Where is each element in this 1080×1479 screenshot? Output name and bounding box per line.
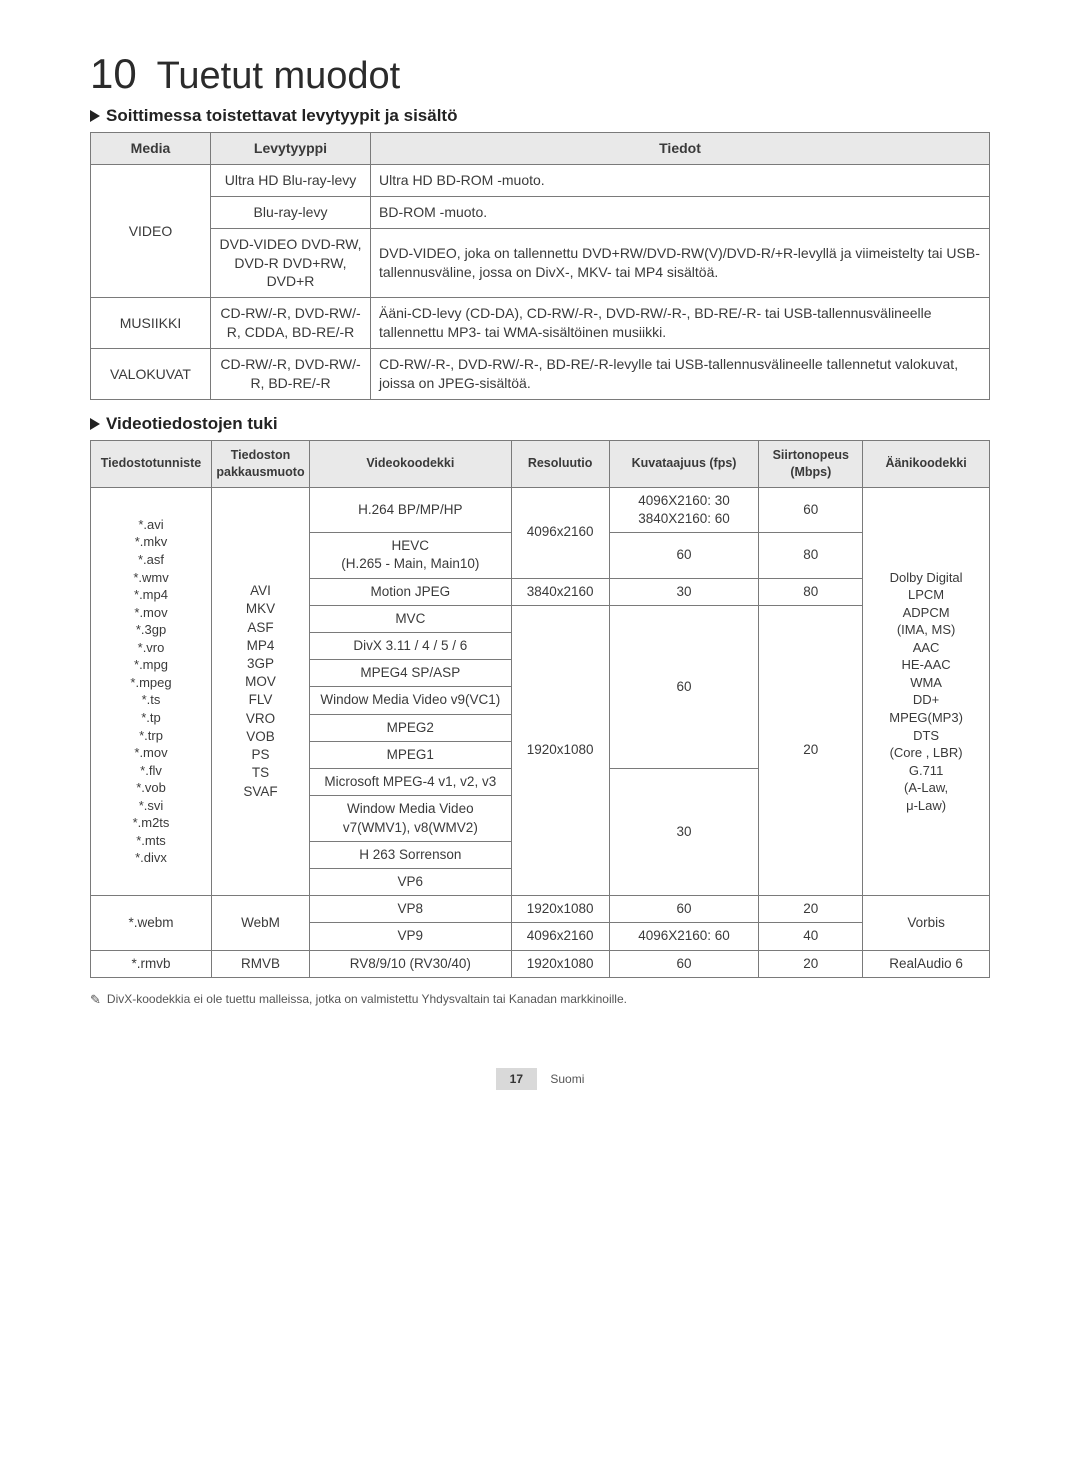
br-cell: 40: [759, 923, 863, 950]
res-cell: 4096x2160: [511, 487, 609, 578]
col-type: Levytyyppi: [211, 133, 371, 165]
fps-cell: 4096X2160: 30 3840X2160: 60: [609, 487, 759, 532]
vcodec-cell: MPEG1: [309, 741, 511, 768]
info-cell: Ultra HD BD-ROM -muoto.: [371, 164, 990, 196]
res-cell: 4096x2160: [511, 923, 609, 950]
media-music: MUSIIKKI: [91, 298, 211, 349]
section1-heading-text: Soittimessa toistettavat levytyypit ja s…: [106, 106, 457, 126]
page-footer: 17 Suomi: [90, 1068, 990, 1090]
br-cell: 60: [759, 487, 863, 532]
info-cell: BD-ROM -muoto.: [371, 196, 990, 228]
res-cell: 1920x1080: [511, 896, 609, 923]
page-number: 17: [496, 1068, 537, 1090]
section1-heading: Soittimessa toistettavat levytyypit ja s…: [90, 106, 990, 126]
table-row: *.webm WebM VP8 1920x1080 60 20 Vorbis: [91, 896, 990, 923]
media-photo: VALOKUVAT: [91, 349, 211, 400]
page-title: 10 Tuetut muodot: [90, 50, 990, 98]
table-row: DVD-VIDEO DVD-RW, DVD-R DVD+RW, DVD+R DV…: [91, 228, 990, 298]
container-list: AVI MKV ASF MP4 3GP MOV FLV VRO VOB PS T…: [212, 487, 310, 896]
fps-cell: 30: [609, 578, 759, 605]
fps-cell: 60: [609, 950, 759, 977]
table-row: Blu-ray-levy BD-ROM -muoto.: [91, 196, 990, 228]
info-cell: Ääni-CD-levy (CD-DA), CD-RW/-R-, DVD-RW/…: [371, 298, 990, 349]
br-cell: 20: [759, 605, 863, 895]
disc-types-table: Media Levytyyppi Tiedot VIDEO Ultra HD B…: [90, 132, 990, 400]
info-cell: CD-RW/-R-, DVD-RW/-R-, BD-RE/-R-levylle …: [371, 349, 990, 400]
br-cell: 20: [759, 950, 863, 977]
table-header-row: Media Levytyyppi Tiedot: [91, 133, 990, 165]
vcodec-cell: Microsoft MPEG-4 v1, v2, v3: [309, 769, 511, 796]
acodec-list: Dolby Digital LPCM ADPCM (IMA, MS) AAC H…: [863, 487, 990, 896]
fps-cell: 4096X2160: 60: [609, 923, 759, 950]
fps-cell: 60: [609, 605, 759, 768]
vcodec-cell: MPEG4 SP/ASP: [309, 660, 511, 687]
footnote: ✎ DivX-koodekkia ei ole tuettu malleissa…: [90, 992, 990, 1008]
type-cell: CD-RW/-R, DVD-RW/-R, BD-RE/-R: [211, 349, 371, 400]
col-bitrate: Siirtonopeus (Mbps): [759, 440, 863, 487]
footnote-text: DivX-koodekkia ei ole tuettu malleissa, …: [107, 992, 627, 1006]
type-cell: DVD-VIDEO DVD-RW, DVD-R DVD+RW, DVD+R: [211, 228, 371, 298]
table-row: MUSIIKKI CD-RW/-R, DVD-RW/-R, CDDA, BD-R…: [91, 298, 990, 349]
media-video: VIDEO: [91, 164, 211, 297]
br-cell: 20: [759, 896, 863, 923]
triangle-icon: [90, 418, 100, 430]
triangle-icon: [90, 110, 100, 122]
vcodec-cell: Window Media Video v9(VC1): [309, 687, 511, 714]
col-fps: Kuvataajuus (fps): [609, 440, 759, 487]
col-info: Tiedot: [371, 133, 990, 165]
ext-cell: *.webm: [91, 896, 212, 950]
vcodec-cell: VP9: [309, 923, 511, 950]
vcodec-cell: H 263 Sorrenson: [309, 841, 511, 868]
res-cell: 1920x1080: [511, 950, 609, 977]
ext-cell: *.rmvb: [91, 950, 212, 977]
res-cell: 3840x2160: [511, 578, 609, 605]
fps-cell: 60: [609, 896, 759, 923]
note-icon: ✎: [90, 992, 101, 1008]
ext-list: *.avi *.mkv *.asf *.wmv *.mp4 *.mov *.3g…: [91, 487, 212, 896]
col-res: Resoluutio: [511, 440, 609, 487]
col-ext: Tiedostotunniste: [91, 440, 212, 487]
vcodec-cell: HEVC (H.265 - Main, Main10): [309, 533, 511, 578]
container-cell: RMVB: [212, 950, 310, 977]
acodec-cell: RealAudio 6: [863, 950, 990, 977]
col-media: Media: [91, 133, 211, 165]
res-cell: 1920x1080: [511, 605, 609, 895]
section2-heading-text: Videotiedostojen tuki: [106, 414, 278, 434]
video-support-table: Tiedostotunniste Tiedoston pakkausmuoto …: [90, 440, 990, 978]
br-cell: 80: [759, 578, 863, 605]
section-title: Tuetut muodot: [157, 55, 401, 97]
vcodec-cell: Window Media Video v7(WMV1), v8(WMV2): [309, 796, 511, 841]
table-row: VIDEO Ultra HD Blu-ray-levy Ultra HD BD-…: [91, 164, 990, 196]
col-vcodec: Videokoodekki: [309, 440, 511, 487]
section2-heading: Videotiedostojen tuki: [90, 414, 990, 434]
section-number: 10: [90, 50, 137, 97]
type-cell: CD-RW/-R, DVD-RW/-R, CDDA, BD-RE/-R: [211, 298, 371, 349]
table-row: *.rmvb RMVB RV8/9/10 (RV30/40) 1920x1080…: [91, 950, 990, 977]
table-row: *.avi *.mkv *.asf *.wmv *.mp4 *.mov *.3g…: [91, 487, 990, 532]
fps-cell: 60: [609, 533, 759, 578]
type-cell: Ultra HD Blu-ray-levy: [211, 164, 371, 196]
type-cell: Blu-ray-levy: [211, 196, 371, 228]
col-acodec: Äänikoodekki: [863, 440, 990, 487]
vcodec-cell: MPEG2: [309, 714, 511, 741]
vcodec-cell: MVC: [309, 605, 511, 632]
fps-cell: 30: [609, 769, 759, 896]
vcodec-cell: Motion JPEG: [309, 578, 511, 605]
acodec-cell: Vorbis: [863, 896, 990, 950]
vcodec-cell: VP6: [309, 868, 511, 895]
vcodec-cell: VP8: [309, 896, 511, 923]
table-header-row: Tiedostotunniste Tiedoston pakkausmuoto …: [91, 440, 990, 487]
table-row: VALOKUVAT CD-RW/-R, DVD-RW/-R, BD-RE/-R …: [91, 349, 990, 400]
info-cell: DVD-VIDEO, joka on tallennettu DVD+RW/DV…: [371, 228, 990, 298]
vcodec-cell: RV8/9/10 (RV30/40): [309, 950, 511, 977]
col-container: Tiedoston pakkausmuoto: [212, 440, 310, 487]
vcodec-cell: H.264 BP/MP/HP: [309, 487, 511, 532]
footer-language: Suomi: [550, 1072, 584, 1086]
br-cell: 80: [759, 533, 863, 578]
container-cell: WebM: [212, 896, 310, 950]
vcodec-cell: DivX 3.11 / 4 / 5 / 6: [309, 632, 511, 659]
